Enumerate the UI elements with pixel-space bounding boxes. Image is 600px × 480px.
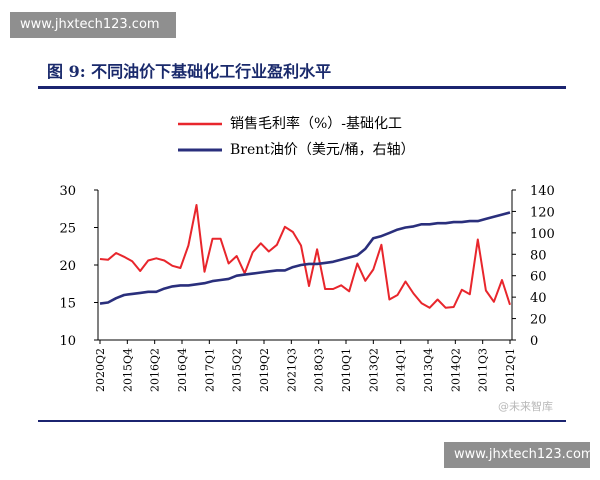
x-tick-label: 2012Q1 (504, 348, 517, 392)
series-lines (99, 204, 511, 309)
left-tick-label: 10 (59, 334, 76, 349)
x-tick-label: 2014Q2 (449, 348, 462, 392)
source-watermark: @未来智库 (498, 400, 553, 413)
figure-title: 图 9: 不同油价下基础化工行业盈利水平 (47, 62, 332, 81)
bottom-rule (38, 420, 566, 422)
x-tick-label: 2018Q3 (313, 348, 326, 392)
x-tick-label: 2010Q1 (340, 348, 353, 392)
legend-label: 销售毛利率（%）-基础化工 (230, 115, 402, 132)
x-tick-label: 2015Q2 (231, 348, 244, 392)
left-tick-label: 15 (59, 297, 76, 312)
right-tick-label: 20 (530, 313, 547, 328)
right-tick-label: 120 (530, 205, 555, 220)
right-tick-label: 140 (530, 184, 555, 199)
gross-margin-line (99, 204, 511, 309)
right-tick-label: 60 (530, 270, 547, 285)
x-tick-label: 2019Q2 (258, 348, 271, 392)
brent-oil-line (99, 211, 511, 305)
x-tick-label: 2013Q4 (422, 348, 435, 392)
left-tick-label: 30 (59, 184, 76, 199)
x-tick-label: 2020Q2 (94, 348, 107, 392)
left-tick-label: 25 (59, 222, 76, 237)
x-tick-label: 2015Q4 (121, 348, 134, 392)
watermark-top: www.jhxtech123.com (10, 12, 176, 38)
right-tick-label: 0 (530, 334, 538, 349)
chart-legend: 销售毛利率（%）-基础化工 Brent油价（美元/桶，右轴） (178, 115, 415, 158)
right-tick-label: 80 (530, 248, 547, 263)
left-axis-ticks: 10 15 20 25 30 (59, 184, 98, 349)
right-tick-label: 40 (530, 291, 547, 306)
x-tick-label: 2011Q3 (477, 348, 490, 392)
watermark-bottom: www.jhxtech123.com (444, 442, 594, 468)
x-tick-label: 2014Q1 (395, 348, 408, 392)
title-rule (38, 86, 566, 89)
x-tick-label: 2016Q2 (149, 348, 162, 392)
right-axis-ticks: 0 20 40 60 80 100 120 140 (512, 184, 555, 349)
x-tick-label: 2021Q3 (285, 348, 298, 392)
left-tick-label: 20 (59, 259, 76, 274)
x-tick-label: 2013Q2 (367, 348, 380, 392)
x-axis-ticks: 2020Q2 2015Q4 2016Q2 2016Q4 2017Q1 2015Q2 2019… (94, 340, 517, 392)
right-tick-label: 100 (530, 227, 555, 242)
x-tick-label: 2017Q1 (203, 348, 216, 392)
x-tick-label: 2016Q4 (176, 348, 189, 392)
legend-label: Brent油价（美元/桶，右轴） (230, 142, 415, 158)
